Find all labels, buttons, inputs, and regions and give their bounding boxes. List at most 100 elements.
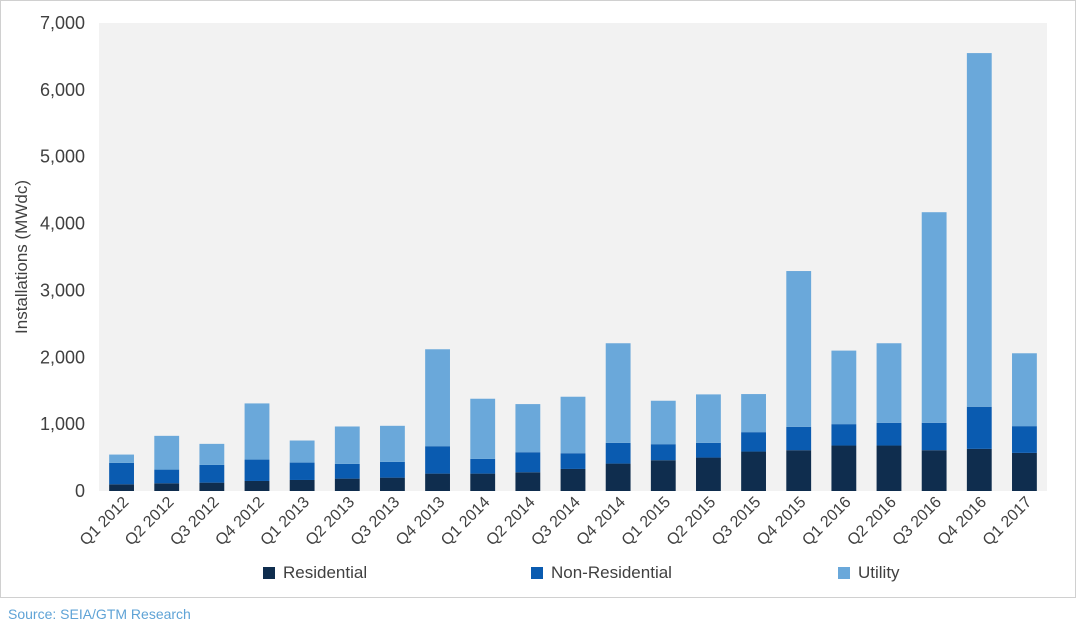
bar-residential — [109, 484, 134, 491]
x-tick-label: Q4 2015 — [754, 494, 809, 549]
y-tick-label: 0 — [75, 481, 85, 501]
x-tick-label: Q2 2016 — [844, 494, 899, 549]
x-tick-label: Q4 2012 — [212, 494, 267, 549]
bar-residential — [470, 473, 496, 491]
bar-utility — [289, 440, 315, 463]
bar-utility — [470, 398, 496, 459]
bar-utility — [696, 394, 721, 443]
bar-non-residential — [696, 442, 721, 458]
x-tick-label: Q4 2014 — [574, 494, 629, 549]
legend-label-residential: Residential — [283, 563, 367, 582]
bar-non-residential — [425, 446, 450, 474]
bar-utility — [199, 443, 225, 465]
bar-utility — [560, 396, 586, 454]
bar-non-residential — [334, 463, 360, 479]
bar-residential — [966, 448, 992, 491]
bar-non-residential — [560, 453, 586, 469]
bar-non-residential — [1012, 426, 1037, 453]
bar-residential — [515, 472, 541, 491]
legend-swatch-residential — [263, 567, 275, 579]
y-tick-label: 7,000 — [40, 13, 85, 33]
bar-utility — [334, 426, 360, 464]
x-tick-label: Q3 2015 — [709, 494, 764, 549]
bar-utility — [605, 343, 631, 443]
x-tick-label: Q3 2014 — [528, 494, 583, 549]
bar-non-residential — [515, 452, 541, 473]
x-tick-label: Q3 2013 — [348, 494, 403, 549]
y-tick-label: 1,000 — [40, 414, 85, 434]
chart-frame: 0 1,000 2,000 3,000 4,000 5,000 6,000 7,000 Q1 … — [0, 0, 1076, 598]
legend-label-utility: Utility — [858, 563, 900, 582]
bar-non-residential — [199, 464, 225, 483]
bar-residential — [154, 483, 180, 491]
bar-non-residential — [876, 422, 902, 446]
bar-utility — [515, 404, 541, 453]
bar-residential — [289, 479, 315, 491]
stacked-bar-chart: 0 1,000 2,000 3,000 4,000 5,000 6,000 7,000 Q1 … — [12, 13, 1047, 582]
y-tick-label: 3,000 — [40, 280, 85, 300]
x-tick-label: Q1 2013 — [258, 494, 313, 549]
bar-utility — [154, 435, 180, 470]
x-tick-label: Q1 2016 — [799, 494, 854, 549]
bar-non-residential — [650, 444, 676, 461]
y-tick-label: 2,000 — [40, 347, 85, 367]
bar-utility — [831, 350, 857, 425]
bar-residential — [741, 451, 766, 491]
legend-swatch-utility — [838, 567, 850, 579]
bar-residential — [786, 450, 812, 491]
x-tick-label: Q3 2016 — [890, 494, 945, 549]
x-tick-label: Q1 2012 — [77, 494, 132, 549]
bar-utility — [966, 53, 992, 407]
bar-utility — [876, 343, 902, 423]
y-axis-title: Installations (MWdc) — [12, 180, 31, 334]
x-tick-label: Q4 2013 — [393, 494, 448, 549]
bar-utility — [921, 212, 947, 423]
bar-utility — [244, 403, 270, 460]
bar-utility — [741, 394, 766, 433]
y-tick-label: 6,000 — [40, 80, 85, 100]
x-tick-label: Q2 2012 — [122, 494, 177, 549]
bar-non-residential — [244, 459, 270, 481]
y-tick-label: 5,000 — [40, 147, 85, 167]
bar-residential — [199, 482, 225, 491]
bar-utility — [1012, 353, 1037, 427]
source-note: Source: SEIA/GTM Research — [8, 606, 191, 622]
bar-residential — [425, 473, 450, 491]
bar-residential — [696, 457, 721, 491]
bar-utility — [109, 454, 134, 463]
x-tick-label: Q2 2015 — [664, 494, 719, 549]
x-tick-label: Q3 2012 — [167, 494, 222, 549]
bar-residential — [244, 480, 270, 491]
bar-non-residential — [109, 462, 134, 485]
legend: Residential Non-Residential Utility — [263, 563, 900, 582]
bar-residential — [1012, 452, 1037, 491]
bar-non-residential — [921, 422, 947, 451]
bar-utility — [425, 349, 450, 447]
bar-residential — [380, 477, 405, 491]
bar-residential — [650, 460, 676, 491]
bars — [109, 53, 1037, 491]
bar-non-residential — [289, 462, 315, 480]
bar-utility — [786, 271, 812, 427]
x-tick-label: Q1 2014 — [438, 494, 493, 549]
bar-non-residential — [741, 432, 766, 452]
x-tick-label: Q2 2014 — [483, 494, 538, 549]
bar-non-residential — [380, 461, 405, 478]
bar-non-residential — [966, 406, 992, 449]
bar-non-residential — [470, 458, 496, 474]
y-axis: 0 1,000 2,000 3,000 4,000 5,000 6,000 7,000 — [40, 13, 85, 501]
bar-residential — [876, 445, 902, 491]
x-tick-label: Q1 2017 — [980, 494, 1035, 549]
bar-residential — [334, 478, 360, 491]
x-tick-label: Q4 2016 — [935, 494, 990, 549]
bar-residential — [921, 450, 947, 491]
legend-swatch-non-residential — [531, 567, 543, 579]
bar-residential — [560, 468, 586, 491]
bar-non-residential — [154, 469, 180, 484]
bar-residential — [605, 463, 631, 491]
bar-utility — [650, 400, 676, 445]
bar-utility — [380, 425, 405, 462]
bar-non-residential — [831, 424, 857, 446]
bar-non-residential — [786, 426, 812, 451]
